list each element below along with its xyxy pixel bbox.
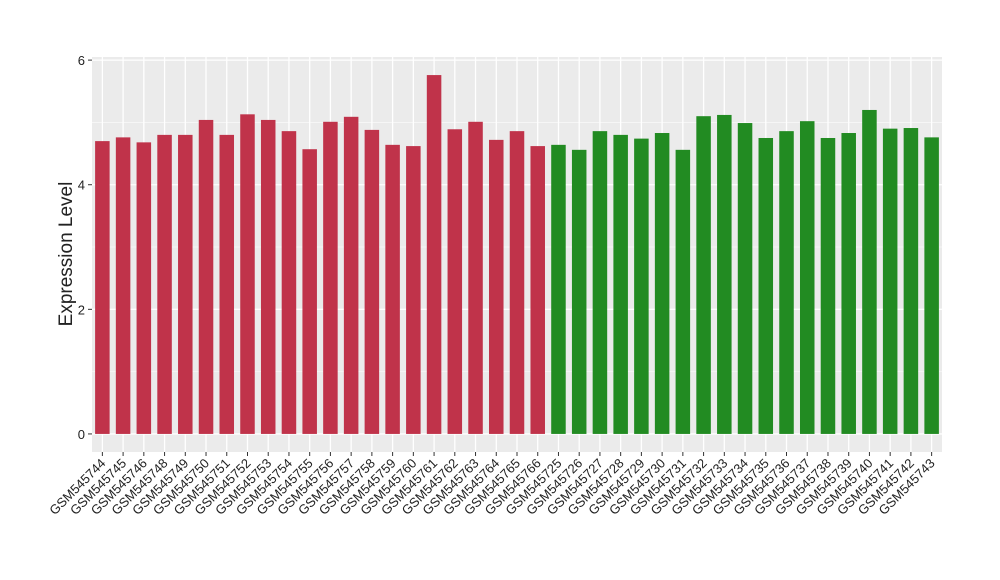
- bar: [634, 138, 649, 434]
- bars: [95, 75, 939, 434]
- bar: [696, 116, 711, 434]
- bar: [302, 149, 317, 434]
- bar: [758, 137, 774, 434]
- bar: [882, 128, 898, 434]
- bar: [468, 121, 483, 434]
- bar: [219, 134, 235, 434]
- bar: [924, 137, 939, 434]
- bar: [157, 134, 172, 434]
- bar: [198, 119, 214, 434]
- bar: [799, 121, 815, 434]
- bar: [862, 109, 877, 434]
- bar: [737, 123, 753, 434]
- bar: [385, 144, 400, 434]
- bar: [343, 116, 359, 434]
- bar: [551, 144, 566, 434]
- bar: [903, 128, 919, 434]
- bar: [530, 146, 545, 434]
- bar: [178, 134, 193, 434]
- bar: [364, 129, 380, 434]
- bar: [717, 114, 732, 434]
- bar: [260, 119, 276, 434]
- bar: [592, 131, 608, 434]
- bar: [489, 139, 504, 434]
- bar: [447, 129, 463, 434]
- bar: [115, 137, 131, 434]
- bar: [779, 131, 794, 434]
- bar: [323, 121, 338, 434]
- y-tick-label: 0: [78, 427, 85, 442]
- bar: [571, 149, 587, 434]
- bar: [613, 134, 628, 434]
- bar: [675, 149, 691, 434]
- y-tick-label: 2: [78, 302, 85, 317]
- y-tick-label: 6: [78, 53, 85, 68]
- bar: [654, 133, 670, 434]
- bar: [820, 137, 836, 434]
- bar: [281, 131, 297, 434]
- bar: [136, 142, 152, 434]
- bar: [95, 141, 110, 434]
- bar: [841, 133, 856, 434]
- y-axis-title: Expression Level: [56, 182, 77, 327]
- bar: [240, 114, 255, 434]
- y-tick-label: 4: [78, 178, 85, 193]
- bar: [426, 75, 442, 434]
- bar: [509, 131, 525, 434]
- bar: [406, 146, 421, 434]
